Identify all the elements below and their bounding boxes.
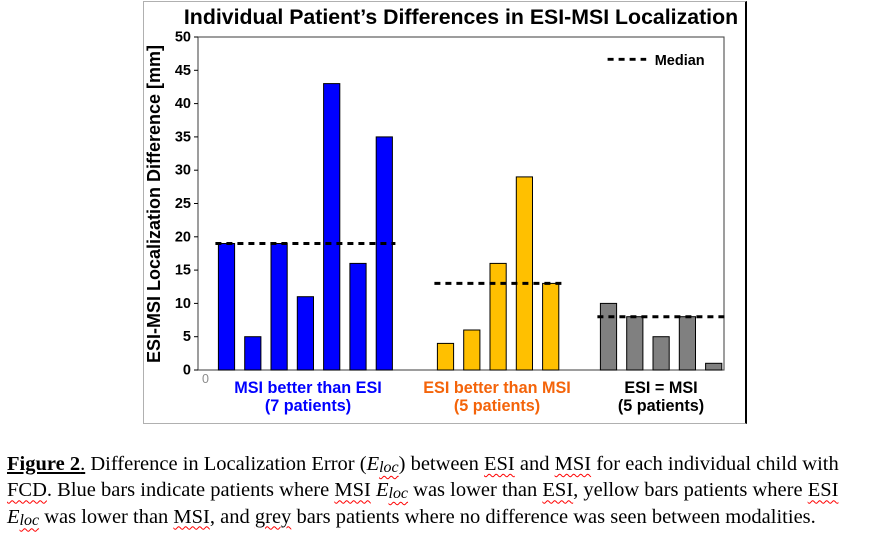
svg-text:Median: Median xyxy=(655,53,705,69)
svg-text:0: 0 xyxy=(202,372,209,386)
svg-text:MSI better than ESI: MSI better than ESI xyxy=(234,379,382,397)
svg-text:Individual Patient’s Differenc: Individual Patient’s Differences in ESI-… xyxy=(184,5,738,29)
svg-text:30: 30 xyxy=(175,163,191,179)
svg-text:45: 45 xyxy=(175,63,191,79)
svg-text:35: 35 xyxy=(175,129,191,145)
svg-text:(5 patients): (5 patients) xyxy=(454,397,540,415)
svg-text:15: 15 xyxy=(175,263,191,279)
svg-text:ESI-MSI Localization Differenc: ESI-MSI Localization Difference [mm] xyxy=(144,45,164,363)
svg-text:5: 5 xyxy=(183,329,191,345)
svg-text:50: 50 xyxy=(175,30,191,46)
svg-text:0: 0 xyxy=(183,363,191,379)
svg-text:ESI better than MSI: ESI better than MSI xyxy=(423,379,571,397)
svg-text:(7 patients): (7 patients) xyxy=(265,397,351,415)
svg-text:25: 25 xyxy=(175,196,191,212)
svg-text:(5 patients): (5 patients) xyxy=(618,397,704,415)
svg-text:20: 20 xyxy=(175,229,191,245)
svg-text:40: 40 xyxy=(175,96,191,112)
svg-text:10: 10 xyxy=(175,296,191,312)
svg-text:ESI = MSI: ESI = MSI xyxy=(624,379,697,397)
